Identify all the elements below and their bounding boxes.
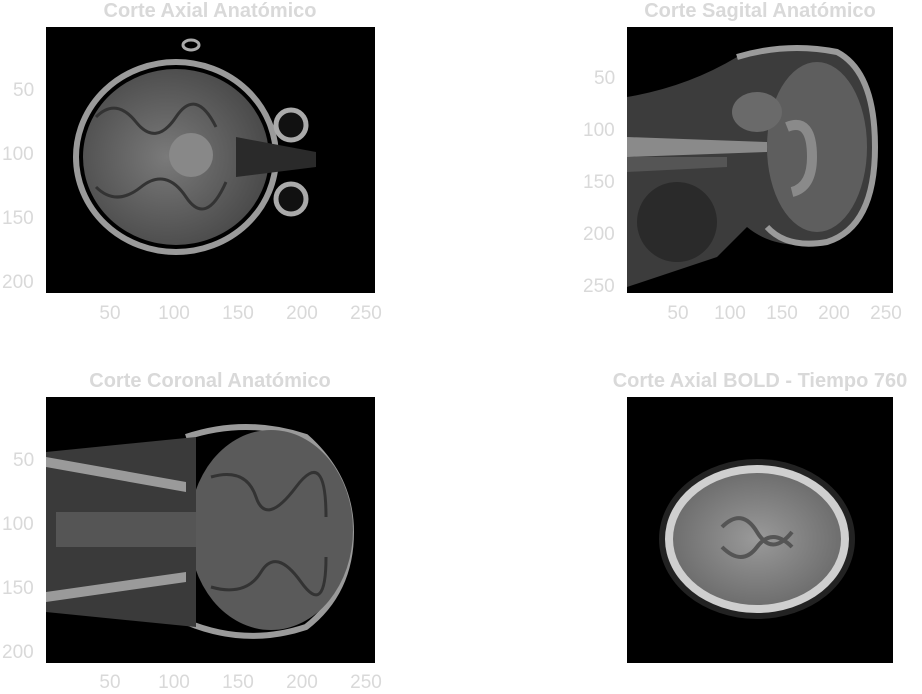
sagittal-x-tick: 250 [870,303,902,324]
sagittal-x-tick: 100 [714,303,746,324]
sagittal-image [627,27,893,293]
sagittal-x-tick: 50 [667,303,689,324]
sagittal-x-tick: 150 [766,303,798,324]
coronal-x-tick: 250 [350,672,382,693]
coronal-title: Corte Coronal Anatómico [89,370,331,392]
axial-x-tick: 200 [286,303,318,324]
bold-title: Corte Axial BOLD - Tiempo 760 [612,370,908,392]
coronal-x-tick: 100 [158,672,190,693]
sagittal-y-tick: 200 [583,224,615,245]
coronal-y-tick: 150 [2,578,34,599]
coronal-y-tick: 50 [13,450,35,471]
sagittal-y-tick: 250 [583,276,615,297]
coronal-x-tick: 200 [286,672,318,693]
axial-title: Corte Axial Anatómico [103,0,317,22]
axial-image [46,27,375,293]
axial-y-tick: 100 [2,144,34,165]
sagittal-y-tick: 100 [583,120,615,141]
axial-y-tick: 200 [2,272,34,293]
axial-x-tick: 250 [350,303,382,324]
axial-y-tick: 50 [13,80,35,101]
axial-x-tick: 50 [99,303,121,324]
coronal-y-tick: 100 [2,514,34,535]
coronal-image [46,397,375,663]
axial-x-tick: 100 [158,303,190,324]
axial-x-tick: 150 [222,303,254,324]
sagittal-y-tick: 150 [583,172,615,193]
axial-y-tick: 150 [2,208,34,229]
coronal-x-tick: 50 [99,672,121,693]
sagittal-y-tick: 50 [594,68,616,89]
sagittal-x-tick: 200 [818,303,850,324]
coronal-x-tick: 150 [222,672,254,693]
coronal-y-tick: 200 [2,642,34,663]
sagittal-title: Corte Sagital Anatómico [644,0,876,22]
bold-image [627,397,893,663]
